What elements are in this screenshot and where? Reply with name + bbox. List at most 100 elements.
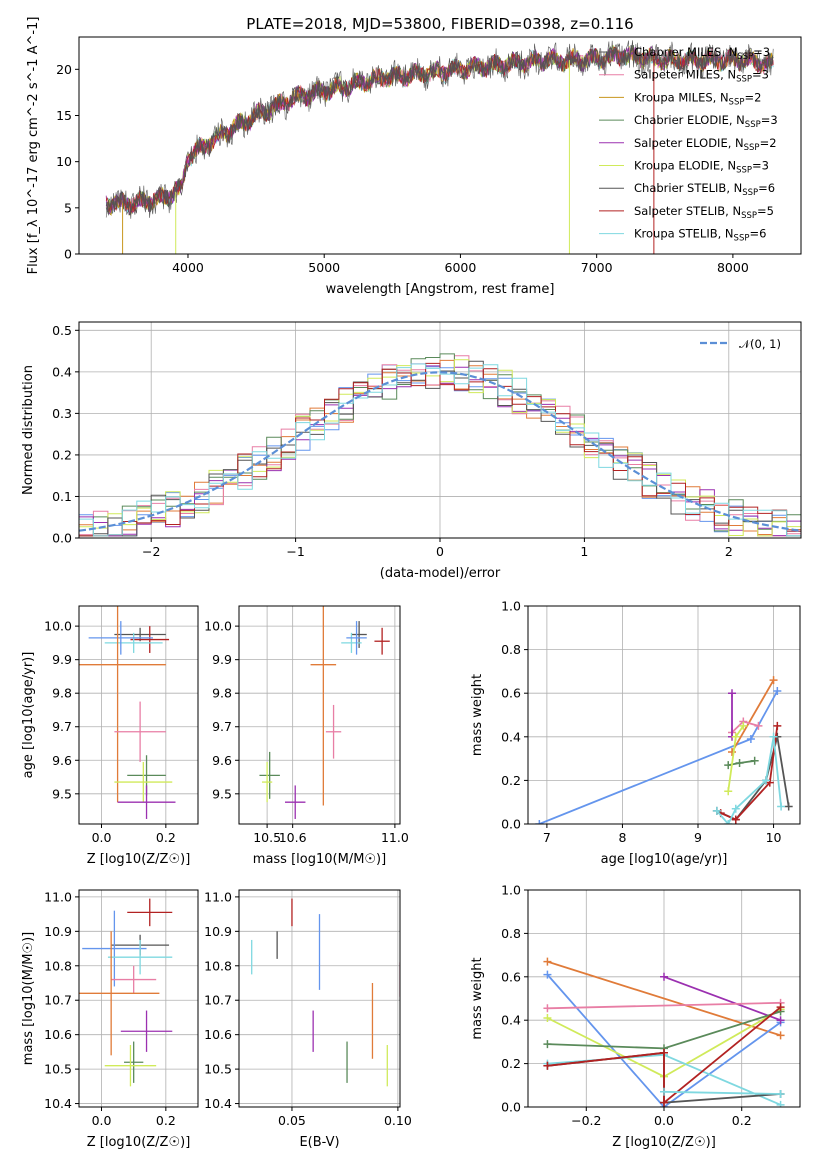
weight-point bbox=[731, 804, 740, 813]
y-tick-label: 11.0 bbox=[44, 889, 72, 904]
x-tick-label: 10.5 bbox=[253, 830, 281, 845]
y-tick-label: 10.4 bbox=[44, 1096, 72, 1111]
weight-point bbox=[769, 676, 778, 685]
mass-vs-EBV-plot-area bbox=[251, 898, 400, 1087]
weight-point bbox=[724, 761, 733, 770]
weight-point bbox=[543, 1004, 552, 1013]
weight-vs-Z-panel: −0.2 0.0 0.2 0.0 0.2 0.4 0.6 0.8 1.0 Z [log10(Z/Z… bbox=[470, 883, 801, 1150]
x-tick-label: 0.0 bbox=[92, 830, 112, 845]
x-tick-label: 0.0 bbox=[654, 1113, 674, 1128]
x-tick-label: 1 bbox=[580, 544, 588, 559]
mass-vs-Z-panel: 0.0 0.2 10.4 10.5 10.6 10.7 10.8 10.9 11.0 Z [log… bbox=[21, 889, 199, 1150]
weight-line bbox=[663, 975, 781, 1022]
weight-point bbox=[773, 721, 782, 730]
weight-point bbox=[776, 1016, 785, 1025]
y-tick-label: 9.8 bbox=[52, 686, 72, 701]
y-tick-label: 0 bbox=[64, 247, 72, 262]
y-tick-label: 9.6 bbox=[212, 753, 232, 768]
x-axis-label: (data-model)/error bbox=[380, 566, 501, 581]
y-axis-label: mass [log10(M/M☉)] bbox=[21, 932, 36, 1065]
residuals-legend: 𝒩(0, 1) bbox=[700, 337, 781, 351]
y-tick-label: 9.5 bbox=[52, 786, 72, 801]
y-tick-label: 10.5 bbox=[204, 1062, 232, 1077]
weight-point bbox=[724, 787, 733, 796]
y-tick-label: 0.3 bbox=[52, 406, 72, 421]
y-tick-label: 10.9 bbox=[44, 924, 72, 939]
y-tick-label: 9.7 bbox=[52, 719, 72, 734]
y-tick-label: 10.8 bbox=[204, 958, 232, 973]
weight-point bbox=[660, 972, 668, 981]
x-tick-label: 10 bbox=[766, 830, 782, 845]
y-tick-label: 0.8 bbox=[501, 926, 521, 941]
mass-vs-EBV-panel: 0.05 0.10 10.4 10.5 10.6 10.7 10.8 10.9 11.0 E(B-… bbox=[204, 889, 412, 1150]
y-tick-label: 1.0 bbox=[501, 883, 521, 898]
weight-point bbox=[724, 820, 733, 824]
y-tick-label: 10.7 bbox=[204, 993, 232, 1008]
y-tick-label: 10.7 bbox=[44, 993, 72, 1008]
y-tick-label: 9.9 bbox=[52, 652, 72, 667]
y-tick-label: 0.6 bbox=[501, 686, 521, 701]
weight-line bbox=[547, 1001, 781, 1010]
weight-point bbox=[776, 1089, 785, 1098]
legend-entry: Kroupa MILES, NSSP=2 bbox=[634, 90, 761, 107]
weight-point bbox=[712, 806, 721, 815]
x-tick-label: −1 bbox=[286, 544, 304, 559]
weight-point bbox=[543, 1061, 552, 1070]
age-vs-Z-panel: 0.0 0.2 9.5 9.6 9.7 9.8 9.9 10.0 Z [log10(Z/Z☉)]… bbox=[21, 605, 199, 867]
weight-line bbox=[720, 725, 779, 821]
spectrum-panel: 4000 5000 6000 7000 8000 0 5 10 15 20 wavelength [… bbox=[26, 17, 802, 297]
y-tick-label: 10.6 bbox=[44, 1027, 72, 1042]
x-tick-label: 2 bbox=[725, 544, 733, 559]
x-tick-label: 0.2 bbox=[156, 1113, 176, 1128]
legend-entry: Salpeter ELODIE, NSSP=2 bbox=[634, 136, 777, 153]
weight-point bbox=[754, 721, 763, 730]
weight-point bbox=[739, 721, 748, 730]
weight-line bbox=[731, 679, 775, 753]
y-axis-label: age [log10(age/yr)] bbox=[21, 652, 36, 779]
y-tick-label: 15 bbox=[56, 108, 72, 123]
x-tick-label: 8 bbox=[618, 830, 626, 845]
axes-frame bbox=[238, 889, 401, 1108]
y-tick-label: 5 bbox=[64, 200, 72, 215]
x-tick-label: 10.6 bbox=[279, 830, 307, 845]
weight-point bbox=[728, 689, 736, 698]
x-axis-label: Z [log10(Z/Z☉)] bbox=[612, 1135, 716, 1150]
x-axis-label: Z [log10(Z/Z☉)] bbox=[87, 1135, 191, 1150]
y-axis-label: mass weight bbox=[470, 674, 485, 756]
weight-point bbox=[731, 732, 740, 741]
x-axis-label: Z [log10(Z/Z☉)] bbox=[87, 852, 191, 867]
x-tick-label: −0.2 bbox=[571, 1113, 601, 1128]
y-tick-label: 0.0 bbox=[52, 531, 72, 546]
weight-point bbox=[769, 732, 778, 741]
y-tick-label: 9.5 bbox=[212, 786, 232, 801]
axes-frame bbox=[238, 605, 401, 825]
weight-line bbox=[546, 974, 782, 1107]
y-tick-label: 0.2 bbox=[501, 773, 521, 788]
legend-entry: Salpeter MILES, NSSP=3 bbox=[634, 68, 769, 85]
axes-frame bbox=[78, 36, 802, 255]
residual-histogram bbox=[79, 363, 801, 537]
y-axis-label: mass weight bbox=[470, 957, 485, 1039]
legend-entry: Kroupa STELIB, NSSP=6 bbox=[634, 227, 766, 244]
weight-point bbox=[746, 734, 755, 743]
y-tick-label: 0.0 bbox=[501, 817, 521, 832]
weight-point bbox=[777, 802, 786, 811]
weight-point bbox=[660, 1048, 668, 1057]
x-tick-label: 0.10 bbox=[384, 1113, 412, 1128]
weight-point bbox=[776, 1031, 785, 1040]
y-tick-label: 10.9 bbox=[204, 924, 232, 939]
gaussian-curve bbox=[79, 371, 801, 532]
x-tick-label: 0.2 bbox=[732, 1113, 752, 1128]
weight-point bbox=[773, 687, 782, 696]
y-tick-label: 10.8 bbox=[44, 958, 72, 973]
spectrum-line bbox=[105, 40, 774, 219]
residuals-plot-area bbox=[79, 353, 801, 537]
weight-point bbox=[750, 756, 759, 765]
y-tick-label: 0.4 bbox=[501, 729, 521, 744]
y-tick-label: 9.7 bbox=[212, 719, 232, 734]
y-tick-label: 9.8 bbox=[212, 686, 232, 701]
weight-point bbox=[784, 802, 793, 811]
age-vs-Z-plot-area bbox=[79, 606, 176, 819]
y-tick-label: 1.0 bbox=[501, 599, 521, 614]
